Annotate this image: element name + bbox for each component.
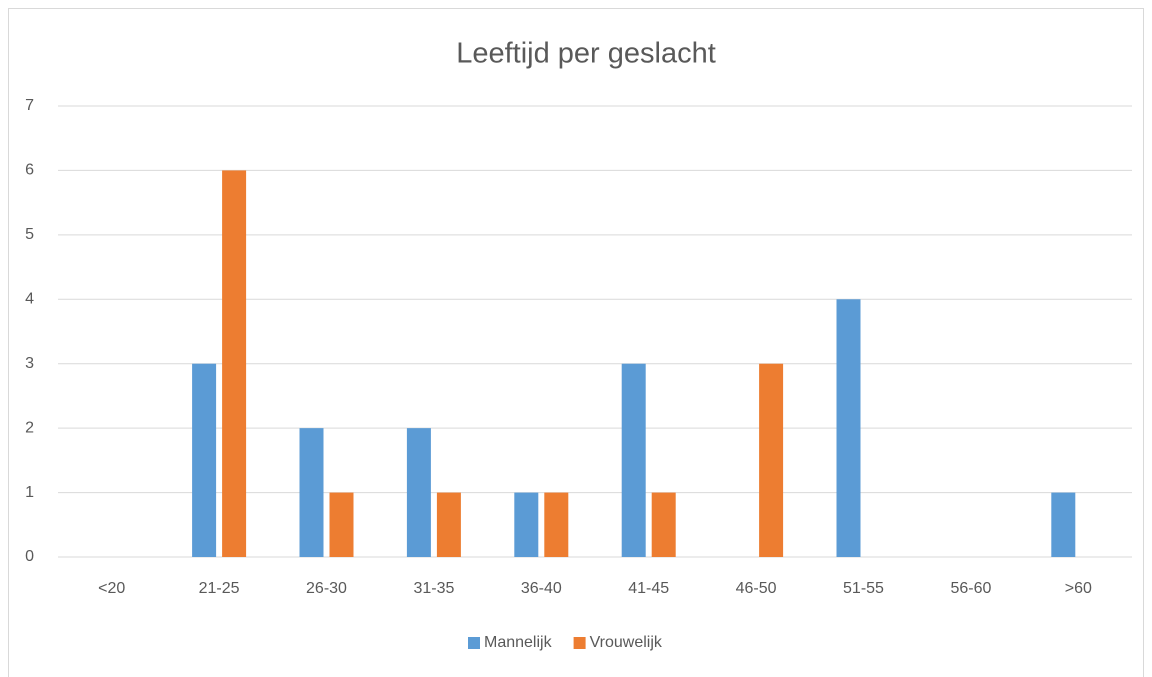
x-tick-label: 31-35 [413, 580, 454, 597]
y-tick-label: 6 [25, 162, 34, 179]
legend-label: Mannelijk [484, 634, 553, 651]
bar [222, 170, 247, 557]
bar [759, 363, 784, 557]
bar [514, 492, 539, 557]
x-tick-label: 26-30 [306, 580, 347, 597]
chart-frame [8, 8, 1144, 677]
x-tick-label: >60 [1065, 580, 1092, 597]
y-tick-label: 2 [25, 419, 34, 436]
bar [621, 363, 646, 557]
y-tick-label: 7 [25, 97, 34, 114]
legend-swatch [468, 637, 480, 649]
x-tick-label: 56-60 [950, 580, 991, 597]
x-tick-label: 51-55 [843, 580, 884, 597]
bar [436, 492, 461, 557]
y-tick-label: 1 [25, 484, 34, 501]
y-tick-label: 4 [25, 291, 34, 308]
bar [1051, 492, 1076, 557]
x-tick-label: 36-40 [521, 580, 562, 597]
y-tick-label: 0 [25, 548, 34, 565]
bar [544, 492, 569, 557]
bar [299, 428, 324, 557]
bar [406, 428, 431, 557]
x-tick-label: 21-25 [199, 580, 240, 597]
legend-swatch [573, 637, 586, 649]
x-tick-label: <20 [98, 580, 125, 597]
y-tick-label: 5 [25, 226, 34, 243]
bar [836, 299, 861, 557]
x-tick-label: 46-50 [736, 580, 777, 597]
x-tick-label: 41-45 [628, 580, 669, 597]
bar [651, 492, 676, 557]
y-tick-label: 3 [25, 355, 34, 372]
bar [192, 363, 217, 557]
chart-title: Leeftijd per geslacht [456, 38, 716, 70]
bar [329, 492, 354, 557]
legend-label: Vrouwelijk [590, 634, 663, 651]
